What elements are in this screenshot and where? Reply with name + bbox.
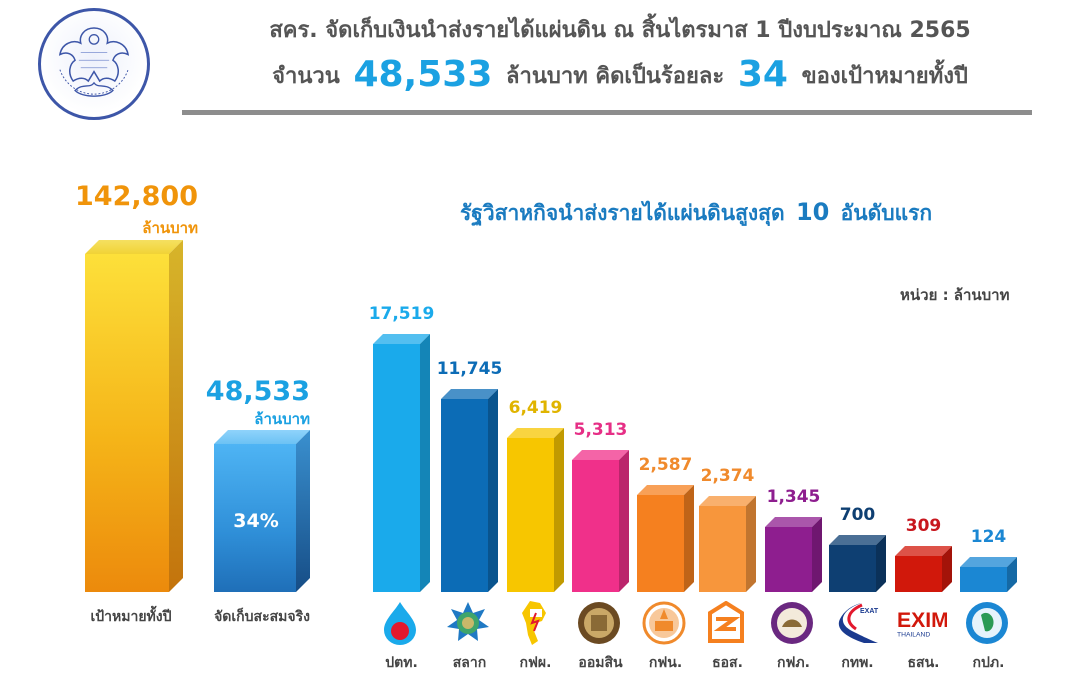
bar-ธสน. (895, 546, 952, 592)
bar-top-face (895, 546, 952, 556)
target-value: 142,800 (75, 181, 198, 212)
gsb-seal-icon (574, 598, 624, 648)
bar-category-label: สลาก (452, 655, 487, 671)
actual-unit: ล้านบาท (254, 410, 310, 428)
bar-side-face (876, 535, 886, 592)
bar-value-label: 2,374 (700, 466, 755, 486)
bar-กฟผ. (507, 428, 564, 592)
bar-front-face (441, 399, 488, 592)
svg-text:THAILAND: THAILAND (897, 631, 930, 638)
actual-label: จัดเก็บสะสมจริง (214, 609, 310, 625)
percent-of-target: 34 (737, 54, 788, 95)
bar-top-face (572, 450, 629, 460)
target-unit: ล้านบาท (142, 219, 198, 237)
bar-category-label: ออมสิน (578, 655, 623, 671)
page-title: สคร. จัดเก็บเงินนำส่งรายได้แผ่นดิน ณ สิ้… (269, 18, 971, 43)
bar-side-face (684, 485, 694, 592)
pea-seal-icon (767, 598, 817, 648)
bar-top-face (829, 535, 886, 545)
bar-front-face (829, 545, 876, 592)
bar-side-face (812, 517, 822, 592)
bar-front-face (572, 460, 619, 592)
bar-value-label: 1,345 (766, 487, 821, 507)
bar-top-face (765, 517, 822, 527)
bar-front-face (765, 527, 812, 592)
lottery-star-emblem-icon (443, 598, 493, 648)
top10-title-prefix: รัฐวิสาหกิจนำส่งรายได้แผ่นดินสูงสุด (460, 201, 785, 225)
bar-value-label: 124 (970, 527, 1007, 547)
bar-กปภ. (960, 557, 1017, 592)
bar-category-label: ธอส. (712, 655, 743, 671)
bar-front-face (895, 556, 942, 592)
unit-note: หน่วย : ล้านบาท (900, 286, 1010, 304)
bar-top-face (960, 557, 1017, 567)
bar-front-face (507, 438, 554, 592)
ptt-flame-icon (375, 598, 425, 648)
bar-side-face (488, 389, 498, 592)
top10-title: รัฐวิสาหกิจนำส่งรายได้แผ่นดินสูงสุด 10 อ… (460, 197, 932, 230)
ghb-house-icon (701, 598, 751, 648)
bar-ธอส. (699, 496, 756, 592)
bar-category-label: กทพ. (841, 655, 874, 671)
bar-value-label: 11,745 (436, 359, 503, 379)
bar-value-label: 309 (905, 516, 942, 536)
bar-side-face (746, 496, 756, 592)
bar-top-face (373, 334, 430, 344)
actual-percent: 34% (233, 510, 279, 532)
subtitle-prefix: จำนวน (272, 64, 340, 89)
bar-side-face (1007, 557, 1017, 592)
target-label: เป้าหมายทั้งปี (90, 609, 172, 625)
bar-category-label: ธสน. (907, 655, 940, 671)
bar-สลาก (441, 389, 498, 592)
bar-side-face (554, 428, 564, 592)
exim-thailand-icon: EXIM THAILAND (897, 598, 947, 648)
bar-value-label: 5,313 (573, 420, 628, 440)
bar-side-face (420, 334, 430, 592)
bar-front-face (699, 506, 746, 592)
bar-value-label: 6,419 (508, 398, 563, 418)
actual-bar (214, 430, 310, 592)
subtitle-suffix: ของเป้าหมายทั้งปี (801, 64, 968, 89)
target-bar (85, 240, 183, 592)
svg-text:EXAT: EXAT (860, 608, 879, 615)
svg-text:EXIM: EXIM (897, 609, 947, 632)
bar-กทพ. (829, 535, 886, 592)
actual-value: 48,533 (205, 376, 310, 407)
bar-category-label: กฟภ. (777, 655, 810, 671)
exat-road-icon: EXAT (831, 598, 881, 648)
total-amount: 48,533 (353, 54, 493, 95)
pwa-seal-icon (962, 598, 1012, 648)
sepo-logo (38, 8, 150, 120)
bar-top-face (507, 428, 564, 438)
bar-ปตท. (373, 334, 430, 592)
bar-value-label: 700 (839, 505, 876, 525)
garuda-emblem-icon (58, 27, 130, 97)
header-divider (182, 110, 1032, 115)
bar-value-label: 2,587 (638, 455, 693, 475)
bar-front-face (960, 567, 1007, 592)
page-subtitle: จำนวน 48,533 ล้านบาท คิดเป็นร้อยละ 34 ขอ… (180, 54, 1060, 95)
bar-top-face (441, 389, 498, 399)
bar-category-label: กปภ. (972, 655, 1005, 671)
egat-thailand-map-icon (509, 598, 559, 648)
bar-front-face (637, 495, 684, 592)
bar-side-face (942, 546, 952, 592)
mea-seal-icon (639, 598, 689, 648)
bar-category-label: กฟผ. (519, 655, 552, 671)
subtitle-mid: ล้านบาท คิดเป็นร้อยละ (506, 64, 725, 89)
bar-category-label: กฟน. (648, 655, 683, 671)
bar-top-face (637, 485, 694, 495)
bar-side-face (619, 450, 629, 592)
bar-top-face (699, 496, 756, 506)
bar-กฟภ. (765, 517, 822, 592)
bar-front-face (373, 344, 420, 592)
top10-title-suffix: อันดับแรก (840, 201, 933, 225)
bar-value-label: 17,519 (368, 304, 435, 324)
bar-category-label: ปตท. (385, 655, 418, 671)
top10-title-number: 10 (795, 198, 830, 226)
bar-ออมสิน (572, 450, 629, 592)
bar-กฟน. (637, 485, 694, 592)
